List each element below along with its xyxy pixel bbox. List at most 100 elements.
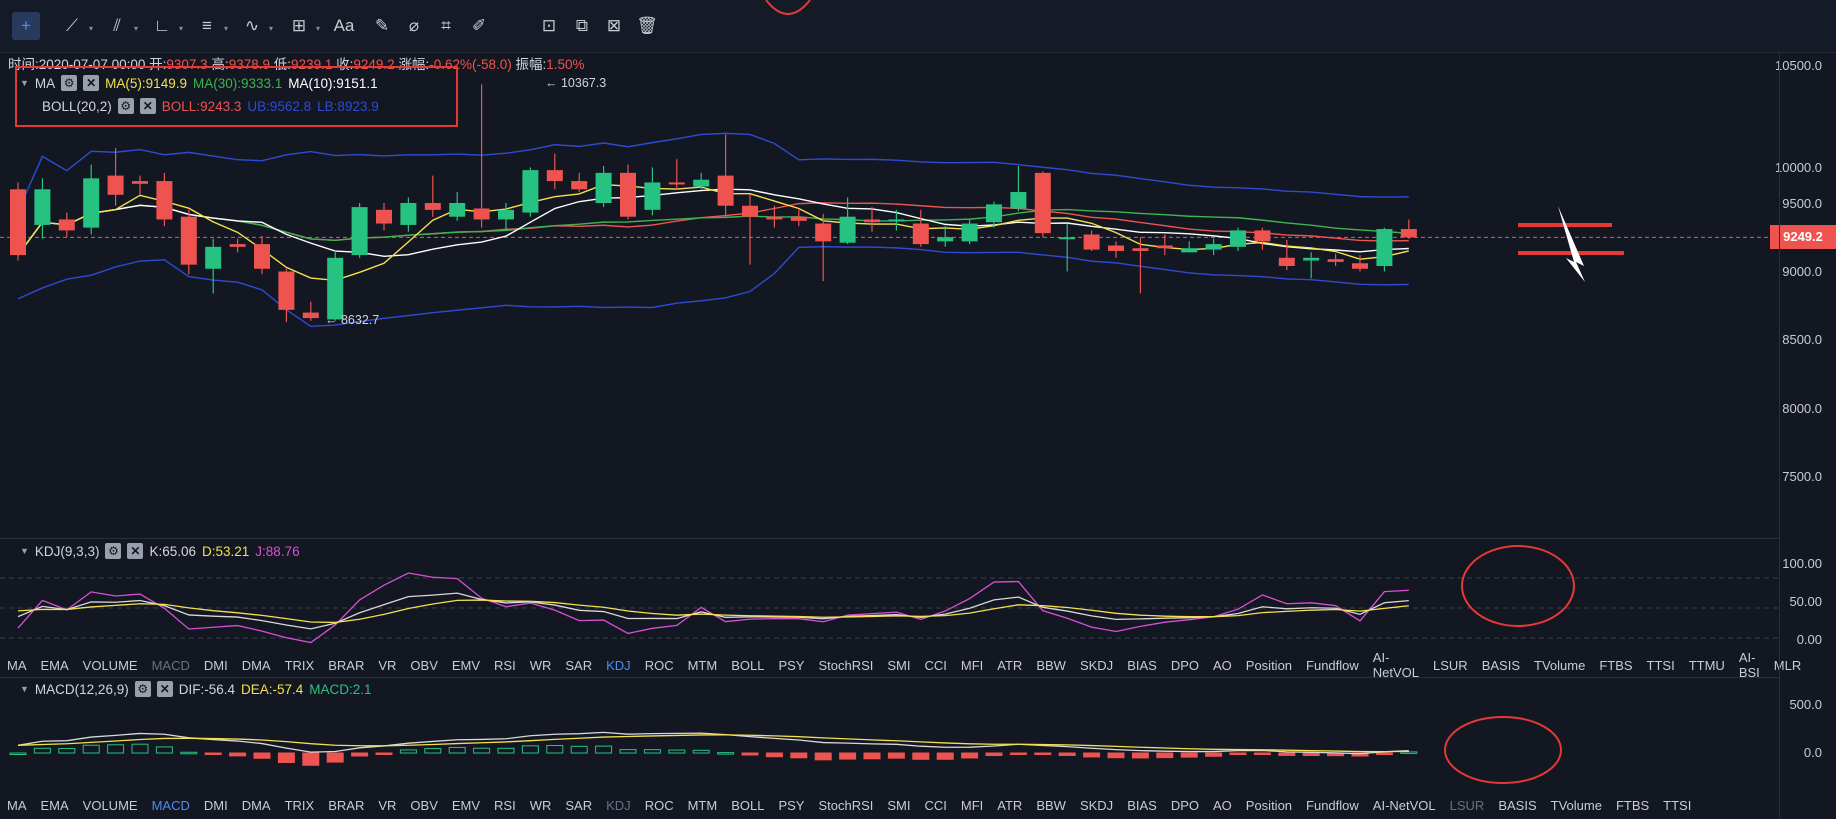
indicator-tab-smi[interactable]: SMI [887,657,911,673]
indicator-tab-stochrsi[interactable]: StochRSI [818,797,874,813]
indicator-tab-emv[interactable]: EMV [451,657,481,673]
indicator-tab-mtm[interactable]: MTM [687,797,718,813]
indicator-tab-atr[interactable]: ATR [997,797,1023,813]
tool-dropdown-caret-icon[interactable]: ▾ [179,24,184,33]
indicator-tab-ao[interactable]: AO [1212,797,1232,813]
indicator-tab-ftbs[interactable]: FTBS [1615,797,1650,813]
indicator-tab-lsur[interactable]: LSUR [1449,797,1485,813]
macd-close-icon[interactable]: ✕ [156,681,173,697]
indicator-tab-sar[interactable]: SAR [565,657,593,673]
magnet-icon[interactable]: ⌀ [408,16,420,35]
lock-icon[interactable]: ⊡ [541,16,557,35]
wave-icon[interactable]: ∿ [244,16,260,35]
indicator-tab-brar[interactable]: BRAR [328,657,365,673]
pane-divider[interactable] [0,677,1780,678]
trash-icon[interactable]: 🗑 [636,16,658,35]
indicator-tab-ttmu[interactable]: TTMU [1688,657,1725,673]
indicator-tab-ttsi[interactable]: TTSI [1663,797,1692,813]
indicator-tab-bbw[interactable]: BBW [1036,797,1066,813]
indicator-tab-fundflow[interactable]: Fundflow [1306,657,1359,673]
indicator-tab-psy[interactable]: PSY [778,657,805,673]
macd-toggle-icon[interactable]: ▼ [20,684,29,694]
tool-dropdown-caret-icon[interactable]: ▾ [269,24,274,33]
indicator-tab-wr[interactable]: WR [529,797,552,813]
indicator-tab-cci[interactable]: CCI [924,797,947,813]
indicator-tab-ma[interactable]: MA [7,657,27,673]
indicator-tab-skdj[interactable]: SKDJ [1079,657,1114,673]
copy-icon[interactable]: ⧉ [575,16,589,35]
indicator-tab-basis[interactable]: BASIS [1481,657,1520,673]
indicator-tab-mfi[interactable]: MFI [960,797,984,813]
indicator-tab-volume[interactable]: VOLUME [82,657,138,673]
measure-icon[interactable]: ⊞ [291,16,307,35]
tool-dropdown-caret-icon[interactable]: ▾ [316,24,321,33]
indicator-tab-smi[interactable]: SMI [887,797,911,813]
indicator-tab-vr[interactable]: VR [378,657,397,673]
indicator-tab-dmi[interactable]: DMI [203,797,228,813]
indicator-tab-tvolume[interactable]: TVolume [1550,797,1602,813]
indicator-tab-dpo[interactable]: DPO [1170,657,1199,673]
indicator-tab-ma[interactable]: MA [7,797,27,813]
settings-grid-icon[interactable]: ⊠ [606,16,622,35]
indicator-tab-rsi[interactable]: RSI [494,797,516,813]
kdj-settings-icon[interactable]: ⚙ [105,543,122,559]
tool-dropdown-caret-icon[interactable]: ▾ [89,24,94,33]
pen-icon[interactable]: ✐ [471,16,487,35]
ruler-icon[interactable]: ⌗ [441,16,451,35]
indicator-tab-lsur[interactable]: LSUR [1433,657,1468,673]
indicator-tab-bbw[interactable]: BBW [1036,657,1066,673]
indicator-tab-cci[interactable]: CCI [924,657,947,673]
indicator-tab-basis[interactable]: BASIS [1498,797,1537,813]
indicator-tab-ema[interactable]: EMA [40,797,69,813]
fib-levels-icon[interactable]: ≡ [202,16,212,35]
indicator-tab-volume[interactable]: VOLUME [82,797,138,813]
indicator-tab-psy[interactable]: PSY [778,797,805,813]
indicator-tab-obv[interactable]: OBV [410,797,438,813]
indicator-tab-vr[interactable]: VR [378,797,397,813]
indicator-tab-stochrsi[interactable]: StochRSI [818,657,874,673]
macd-settings-icon[interactable]: ⚙ [134,681,151,697]
text-icon[interactable]: Aa [333,16,355,35]
indicator-tab-macd[interactable]: MACD [151,657,190,673]
ma-settings-icon[interactable]: ⚙ [61,75,78,91]
angle-icon[interactable]: ∟ [153,16,171,35]
parallel-channel-icon[interactable]: ⫽ [113,16,121,35]
indicator-tab-mfi[interactable]: MFI [960,657,984,673]
indicator-tab-ftbs[interactable]: FTBS [1599,657,1633,673]
indicator-tab-position[interactable]: Position [1245,797,1293,813]
indicator-tab-wr[interactable]: WR [529,657,552,673]
indicator-tab-obv[interactable]: OBV [410,657,438,673]
tool-dropdown-caret-icon[interactable]: ▾ [134,24,139,33]
indicator-tab-bias[interactable]: BIAS [1127,657,1157,673]
indicator-tab-trix[interactable]: TRIX [284,657,315,673]
indicator-tab-ao[interactable]: AO [1212,657,1232,673]
indicator-tab-macd[interactable]: MACD [151,797,190,813]
indicator-tab-boll[interactable]: BOLL [731,797,765,813]
indicator-tab-trix[interactable]: TRIX [284,797,315,813]
indicator-tab-ttsi[interactable]: TTSI [1646,657,1675,673]
brush-icon[interactable]: ✎ [374,16,390,35]
indicator-tab-sar[interactable]: SAR [565,797,593,813]
indicator-tab-mtm[interactable]: MTM [687,657,718,673]
indicator-tab-boll[interactable]: BOLL [731,657,765,673]
indicator-tab-dma[interactable]: DMA [241,657,271,673]
ma-close-icon[interactable]: ✕ [83,75,100,91]
crosshair-icon[interactable]: + [12,12,40,40]
indicator-tab-rsi[interactable]: RSI [494,657,516,673]
indicator-tab-dma[interactable]: DMA [241,797,271,813]
indicator-tab-brar[interactable]: BRAR [328,797,365,813]
ma-toggle-icon[interactable]: ▼ [20,78,29,88]
tool-dropdown-caret-icon[interactable]: ▾ [224,24,229,33]
indicator-tab-atr[interactable]: ATR [997,657,1023,673]
indicator-tab-ema[interactable]: EMA [40,657,69,673]
boll-settings-icon[interactable]: ⚙ [117,98,134,114]
indicator-tab-emv[interactable]: EMV [451,797,481,813]
indicator-tab-skdj[interactable]: SKDJ [1079,797,1114,813]
kdj-toggle-icon[interactable]: ▼ [20,546,29,556]
indicator-tab-kdj[interactable]: KDJ [606,797,631,813]
indicator-tab-position[interactable]: Position [1245,657,1293,673]
trend-line-icon[interactable]: ⟋ [66,16,78,35]
indicator-tab-fundflow[interactable]: Fundflow [1306,797,1359,813]
indicator-tab-bias[interactable]: BIAS [1127,797,1157,813]
